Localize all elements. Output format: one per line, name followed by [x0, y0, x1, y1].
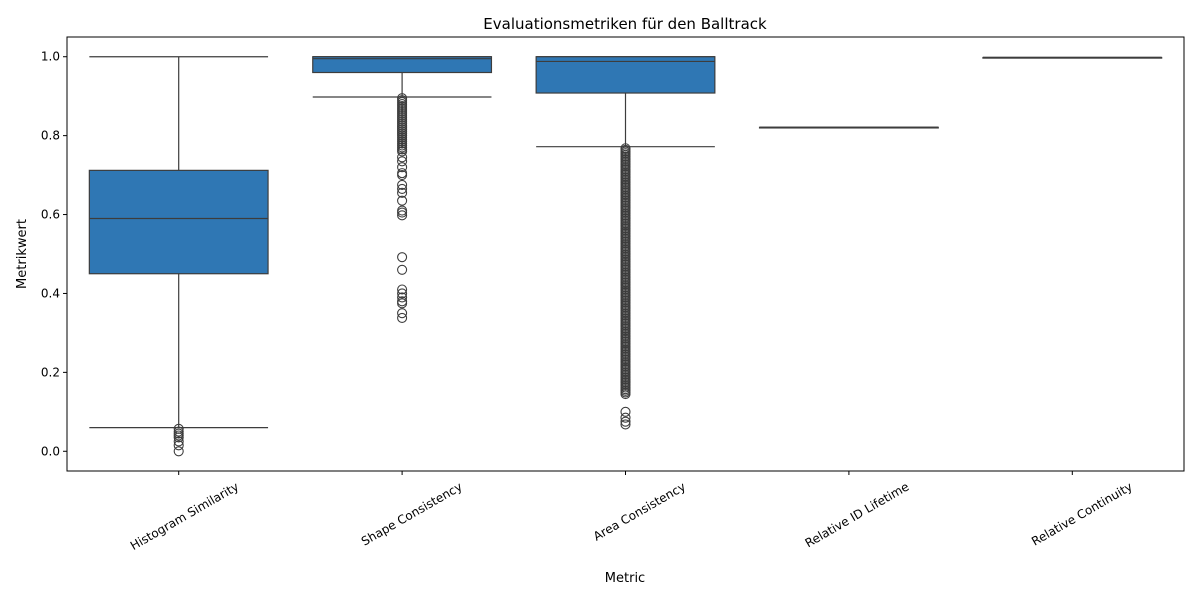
y-tick-label: 0.0	[41, 444, 60, 458]
outlier-point	[620, 416, 631, 427]
outlier-point	[397, 162, 408, 173]
chart-title: Evaluationsmetriken für den Balltrack	[483, 15, 767, 33]
box-group	[982, 56, 1163, 59]
outlier-point	[397, 168, 408, 179]
x-axis-label: Metric	[605, 571, 645, 586]
box-iqr	[88, 169, 269, 275]
outlier-point	[397, 210, 408, 221]
box-group	[758, 126, 939, 129]
box-iqr	[312, 56, 493, 74]
outlier-point	[173, 436, 184, 447]
y-tick-label: 1.0	[41, 50, 60, 64]
box-group	[88, 56, 269, 457]
outlier-point	[397, 183, 408, 194]
outlier-point	[397, 156, 408, 167]
outlier-point	[397, 308, 408, 319]
x-tick-label: Area Consistency	[591, 479, 688, 543]
x-tick-label: Shape Consistency	[359, 479, 465, 548]
outlier-point	[620, 412, 631, 423]
outlier-point	[620, 143, 631, 154]
outlier-point	[173, 446, 184, 457]
y-axis-label: Metrikwert	[15, 219, 30, 289]
y-tick-label: 0.2	[41, 365, 60, 379]
outlier-point	[397, 207, 408, 218]
y-tick-label: 0.6	[41, 208, 60, 222]
y-tick-label: 0.8	[41, 129, 60, 143]
x-tick-label: Relative ID Lifetime	[803, 479, 912, 550]
outlier-point	[397, 288, 408, 299]
outlier-point	[397, 264, 408, 275]
outlier-point	[397, 179, 408, 191]
outlier-point	[173, 432, 184, 443]
outlier-point	[397, 170, 408, 181]
outlier-point	[397, 187, 408, 198]
outlier-point	[397, 146, 408, 157]
y-axis: 0.0 0.2 0.4 0.6 0.8 1.0	[41, 50, 67, 458]
outlier-point	[397, 298, 408, 309]
x-tick-label: Histogram Similarity	[128, 479, 241, 553]
box-group	[535, 56, 716, 430]
outlier-point	[620, 419, 631, 430]
y-tick-label: 0.4	[41, 286, 60, 300]
outlier-point	[397, 252, 408, 263]
outlier-point	[397, 152, 408, 163]
outlier-point	[620, 406, 631, 417]
outlier-point	[173, 440, 184, 451]
x-tick-label: Relative Continuity	[1029, 479, 1135, 548]
outlier-point	[397, 284, 408, 295]
box-group	[312, 56, 493, 323]
plot-area	[88, 56, 1163, 457]
outlier-point	[397, 312, 408, 323]
outlier-point	[397, 292, 408, 303]
outlier-point	[397, 195, 408, 206]
box-iqr	[535, 56, 716, 94]
x-axis: Histogram Similarity Shape Consistency Are…	[128, 471, 1135, 553]
